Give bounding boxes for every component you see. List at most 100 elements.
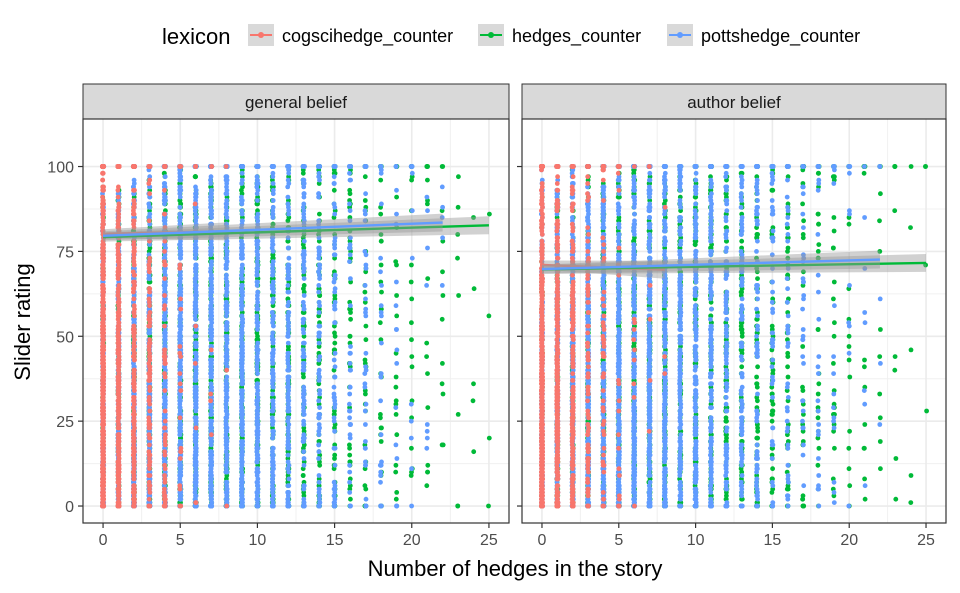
data-point [347, 191, 353, 197]
data-point [456, 293, 461, 298]
data-point [379, 289, 384, 295]
data-point [378, 177, 384, 183]
data-point [131, 177, 137, 183]
data-point [439, 164, 445, 169]
data-point [471, 449, 477, 455]
data-point [394, 262, 399, 268]
data-point [393, 469, 399, 475]
data-point [348, 316, 353, 322]
data-point [146, 276, 152, 281]
legend-key-cogscihedge_counter: cogscihedge_counter [248, 24, 453, 47]
data-point [440, 361, 445, 366]
data-point [147, 330, 153, 336]
data-point [455, 503, 461, 509]
data-point [300, 473, 306, 478]
data-point [394, 313, 400, 319]
legend-title: lexicon [162, 24, 230, 49]
data-point [394, 293, 399, 298]
data-point [425, 462, 431, 468]
data-point [362, 198, 368, 203]
data-point [486, 435, 492, 441]
data-point [378, 412, 383, 417]
data-point [440, 269, 445, 275]
data-point [486, 503, 491, 509]
data-point [471, 381, 476, 387]
data-point [393, 384, 399, 390]
data-point [409, 445, 414, 451]
panel-strip [82, 83, 510, 120]
data-point [378, 425, 384, 431]
legend-key-hedges_counter: hedges_counter [478, 24, 641, 47]
data-point [362, 174, 368, 180]
data-point [409, 354, 415, 359]
data-point [378, 238, 384, 244]
legend-label: pottshedge_counter [701, 26, 860, 47]
data-point [317, 211, 322, 217]
data-point [425, 371, 430, 376]
data-point [332, 340, 338, 346]
data-point [425, 469, 430, 475]
data-point [425, 164, 430, 169]
data-point [362, 483, 368, 489]
data-point [332, 456, 337, 461]
data-point [332, 333, 338, 339]
data-point [393, 462, 399, 468]
data-point [424, 483, 430, 489]
data-point [393, 398, 399, 404]
data-point [470, 398, 476, 404]
legend-label: hedges_counter [512, 26, 641, 47]
data-point [331, 187, 337, 193]
data-point [377, 320, 383, 326]
data-point [146, 249, 152, 254]
data-point [362, 357, 368, 363]
legend-key-pottshedge_counter: pottshedge_counter [667, 24, 860, 47]
data-point [378, 211, 384, 217]
data-point [394, 432, 400, 438]
data-point [362, 289, 368, 295]
data-point [301, 283, 307, 288]
data-point [394, 194, 399, 200]
data-point [471, 286, 477, 292]
legend-key-point [488, 32, 494, 38]
legend-key-point [258, 32, 264, 38]
data-point [425, 276, 431, 281]
data-point [363, 391, 368, 397]
data-point [393, 496, 399, 502]
data-point [409, 262, 414, 268]
data-point [486, 313, 492, 319]
data-point [424, 340, 430, 346]
data-point [409, 337, 414, 343]
data-point [439, 442, 445, 448]
data-point [378, 262, 384, 268]
data-point [193, 174, 198, 180]
data-point [393, 412, 399, 417]
data-point [363, 323, 369, 329]
data-point [455, 255, 460, 261]
data-point [439, 316, 445, 322]
data-point [393, 374, 399, 380]
data-point [455, 412, 461, 417]
data-point [424, 354, 429, 359]
data-point [455, 204, 461, 210]
data-point [301, 374, 306, 380]
data-point [348, 496, 353, 502]
data-point [456, 174, 461, 180]
data-point [409, 364, 415, 370]
data-point [347, 452, 353, 458]
data-point [425, 201, 430, 207]
data-point [487, 211, 492, 217]
data-point [440, 391, 446, 397]
data-point [347, 445, 352, 451]
data-point [408, 279, 414, 285]
data-point [440, 293, 446, 298]
data-point [378, 439, 384, 444]
data-point [363, 337, 369, 343]
data-point [425, 405, 431, 410]
data-point [394, 490, 400, 495]
data-point [317, 462, 323, 468]
legend: lexicon cogscihedge_counter hedges_counte… [162, 24, 860, 49]
data-point [409, 296, 415, 302]
legend-key-point [677, 32, 683, 38]
